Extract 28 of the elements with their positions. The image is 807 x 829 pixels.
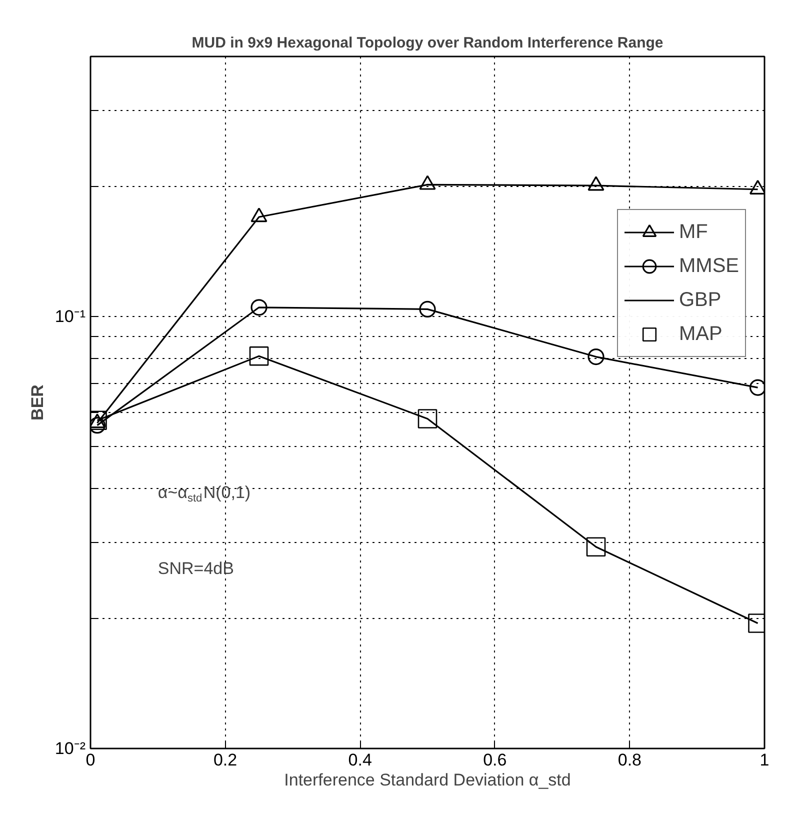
annotation: SNR=4dB (158, 559, 234, 578)
point (749, 180, 764, 194)
point (419, 175, 436, 190)
point (586, 537, 606, 556)
point (419, 300, 436, 318)
y-tick-label: 10⁻² (54, 739, 86, 758)
point (250, 299, 268, 316)
legend-label: GBP (679, 288, 722, 312)
legend-label: MAP (679, 322, 722, 346)
point (588, 348, 604, 366)
y-axis-title: BER (28, 384, 47, 420)
point (588, 176, 604, 191)
x-tick-label: 0.2 (213, 750, 238, 770)
x-tick-label: 0.4 (348, 750, 372, 770)
x-tick-label: 0 (86, 750, 96, 770)
x-axis-title: Interference Standard Deviation α_std (284, 770, 571, 790)
x-tick-label: 0.8 (618, 750, 642, 770)
point (250, 208, 268, 222)
x-tick-label: 0.6 (483, 750, 507, 770)
legend-label: MMSE (679, 254, 739, 278)
point (418, 409, 438, 428)
point (249, 346, 269, 366)
point (90, 417, 106, 434)
x-tick-label: 1 (760, 750, 770, 770)
chart-title: MUD in 9x9 Hexagonal Topology over Random Interference Range (192, 34, 664, 52)
legend-label: MF (679, 220, 708, 244)
y-tick-label: 10⁻¹ (54, 307, 86, 326)
point (749, 379, 764, 396)
